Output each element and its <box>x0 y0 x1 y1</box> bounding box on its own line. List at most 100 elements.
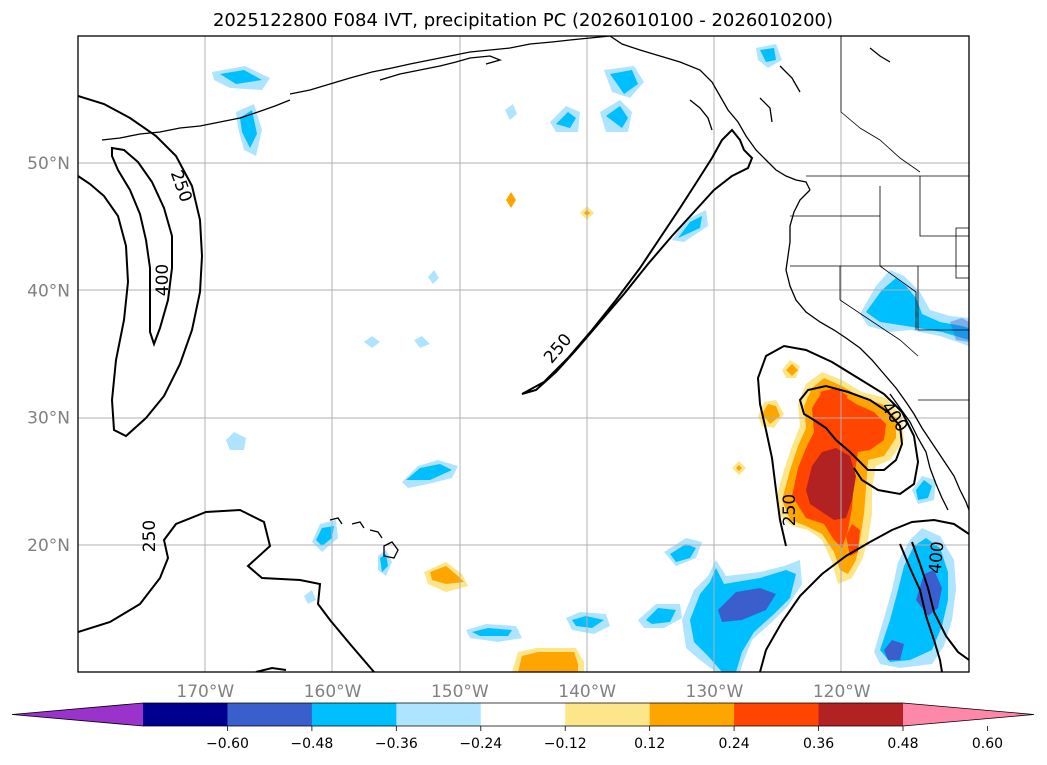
lat-tick-label: 40°N <box>27 281 70 301</box>
coastline-alaska-islands <box>689 47 891 131</box>
contour-label: 400 <box>153 264 173 296</box>
border-states-east <box>919 176 969 279</box>
colorbar-level-label: −0.12 <box>544 736 587 752</box>
precip-patch-neg <box>670 544 696 562</box>
ivt-contour <box>899 543 943 672</box>
precip-patch-neg <box>240 110 257 148</box>
precip-patch-neg <box>220 70 262 84</box>
lat-tick-label: 30°N <box>27 409 70 429</box>
coastlines <box>101 36 969 559</box>
precip-patch-pos <box>736 465 742 471</box>
ivt-contour <box>798 384 904 471</box>
lat-tick-label: 20°N <box>27 536 70 556</box>
ivt-contour <box>911 541 969 661</box>
coastline-gulf-of-alaska <box>609 36 811 191</box>
colorbar-segment <box>649 703 735 726</box>
chart-title: 2025122800 F084 IVT, precipitation PC (2… <box>213 10 833 31</box>
map-frame <box>77 35 970 673</box>
colorbar-segment <box>396 703 482 726</box>
ivt-contour <box>255 666 287 672</box>
colorbar-level-label: −0.24 <box>459 736 502 752</box>
contour-label: 250 <box>140 520 160 552</box>
precip-patch-neg <box>304 590 316 604</box>
colorbar-level-label: −0.60 <box>206 736 249 752</box>
precip-patch-neg <box>472 628 512 636</box>
precip-patch-pos <box>506 192 516 208</box>
ivt-contours <box>78 95 969 672</box>
coastline-aleutians <box>101 99 291 141</box>
precip-patch-pos <box>846 524 860 556</box>
colorbar-segment <box>480 703 566 726</box>
colorbar-outline <box>11 702 1035 727</box>
colorbar-level-label: 0.60 <box>972 736 1003 752</box>
precip-patch-pos <box>806 448 856 520</box>
coastline-us-west <box>785 189 969 511</box>
precip-patch-neg <box>572 616 604 628</box>
colorbar-segment <box>818 703 904 726</box>
precip-patch-neg <box>916 480 932 500</box>
ivt-contour <box>756 344 920 547</box>
precip-patch-neg <box>428 270 439 284</box>
graticule <box>78 36 969 672</box>
colorbar-segment <box>734 703 820 726</box>
lon-tick-label: 130°W <box>686 682 744 702</box>
coastline-alaska-peninsula <box>379 55 503 81</box>
coastline-hawaii <box>329 517 399 559</box>
lon-tick-label: 140°W <box>558 682 616 702</box>
colorbar-segment <box>565 703 651 726</box>
precip-patch-neg <box>866 278 969 340</box>
colorbar-segment <box>227 703 313 726</box>
lon-tick-label: 170°W <box>176 682 234 702</box>
ivt-contour <box>521 128 754 395</box>
lon-tick-label: 160°W <box>304 682 362 702</box>
political-borders <box>790 36 969 401</box>
colorbar-extend-max <box>903 703 1034 726</box>
precip-patch-neg <box>364 336 380 348</box>
precip-patch-neg <box>406 464 452 480</box>
border-states <box>790 186 969 357</box>
colorbar-level-label: 0.48 <box>887 736 918 752</box>
border-alaska-canada <box>840 36 921 173</box>
lon-tick-label: 120°W <box>813 682 871 702</box>
map-background <box>78 36 969 672</box>
precip-patch-neg <box>606 106 628 128</box>
colorbar-level-label: 0.36 <box>803 736 834 752</box>
ivt-contour <box>759 518 969 672</box>
precip-patch-neg <box>316 526 334 546</box>
colorbar-level-label: −0.48 <box>290 736 333 752</box>
precip-patch-pos <box>762 404 780 424</box>
contour-label: 250 <box>780 494 800 526</box>
colorbar-level-label: 0.12 <box>634 736 665 752</box>
colorbar-segment <box>311 703 397 726</box>
precip-patch-neg <box>556 112 576 128</box>
precip-patch-pos <box>430 566 464 584</box>
precip-patch-neg <box>610 70 638 94</box>
precip-patch-pos <box>786 364 798 376</box>
precip-patch-neg <box>226 432 246 450</box>
lon-tick-label: 150°W <box>431 682 489 702</box>
precip-patch-neg <box>505 104 517 120</box>
map-area: 250 400 250 250 250 400 400 <box>78 36 969 672</box>
colorbar-extend-min <box>12 703 143 726</box>
precip-patch-neg <box>380 554 388 572</box>
latitude-labels: 20°N 30°N 40°N 50°N <box>27 154 70 556</box>
colorbar: −0.60 −0.48 −0.36 −0.24 −0.12 0.12 0.24 0.36 0.4… <box>11 702 1035 752</box>
precip-patch-neg <box>414 336 430 348</box>
ivt-contour <box>78 95 204 438</box>
ivt-contour <box>78 508 375 672</box>
colorbar-level-label: 0.24 <box>719 736 750 752</box>
longitude-labels: 170°W 160°W 150°W 140°W 130°W 120°W <box>176 682 870 702</box>
colorbar-segment <box>143 703 228 726</box>
contour-label: 400 <box>926 541 949 575</box>
coastline-alaska <box>289 36 611 95</box>
precip-patch-neg <box>646 608 676 624</box>
precip-patch-neg <box>678 216 702 238</box>
ivt-contour <box>111 146 173 347</box>
precip-patch-neg <box>760 48 776 62</box>
colorbar-level-label: −0.36 <box>375 736 418 752</box>
lat-tick-label: 50°N <box>27 154 70 174</box>
precip-patch-neg <box>884 640 904 660</box>
precip-patch-neg <box>718 588 776 622</box>
precip-patch-pos <box>518 652 578 672</box>
